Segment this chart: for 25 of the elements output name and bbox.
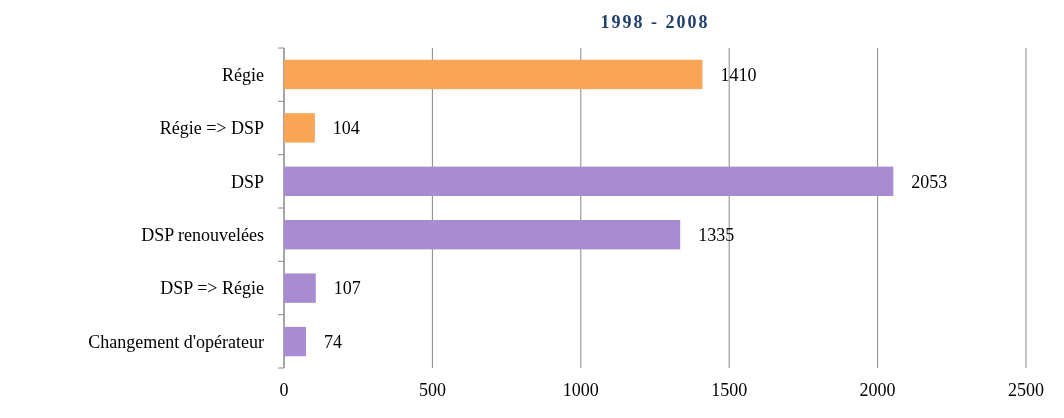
x-tick-label: 2000 [859,380,896,400]
data-label: 107 [333,278,361,299]
x-tick-label: 500 [418,380,446,400]
y-tick-label: Changement d'opérateur [88,331,264,352]
data-label: 1410 [720,64,757,85]
bar [284,166,894,196]
x-tick-label: 2500 [1008,380,1044,400]
y-tick-label: Régie => DSP [159,118,264,139]
x-tick-label: 0 [279,380,289,400]
data-label: 74 [323,331,342,352]
y-tick-label: DSP => Régie [160,278,265,299]
bar [284,273,316,303]
bar [284,326,306,357]
y-tick-label: Régie [222,64,264,85]
chart-title: 1998 - 2008 [600,12,710,32]
bar [284,59,703,90]
x-tick-label: 1500 [711,380,748,400]
bar [284,113,315,143]
data-label: 104 [332,118,360,139]
bar [284,220,681,250]
y-tick-label: DSP [230,171,264,192]
data-label: 2053 [911,171,948,192]
x-tick-label: 1000 [562,380,599,400]
y-tick-label: DSP renouvelées [141,225,264,246]
data-label: 1335 [698,225,735,246]
